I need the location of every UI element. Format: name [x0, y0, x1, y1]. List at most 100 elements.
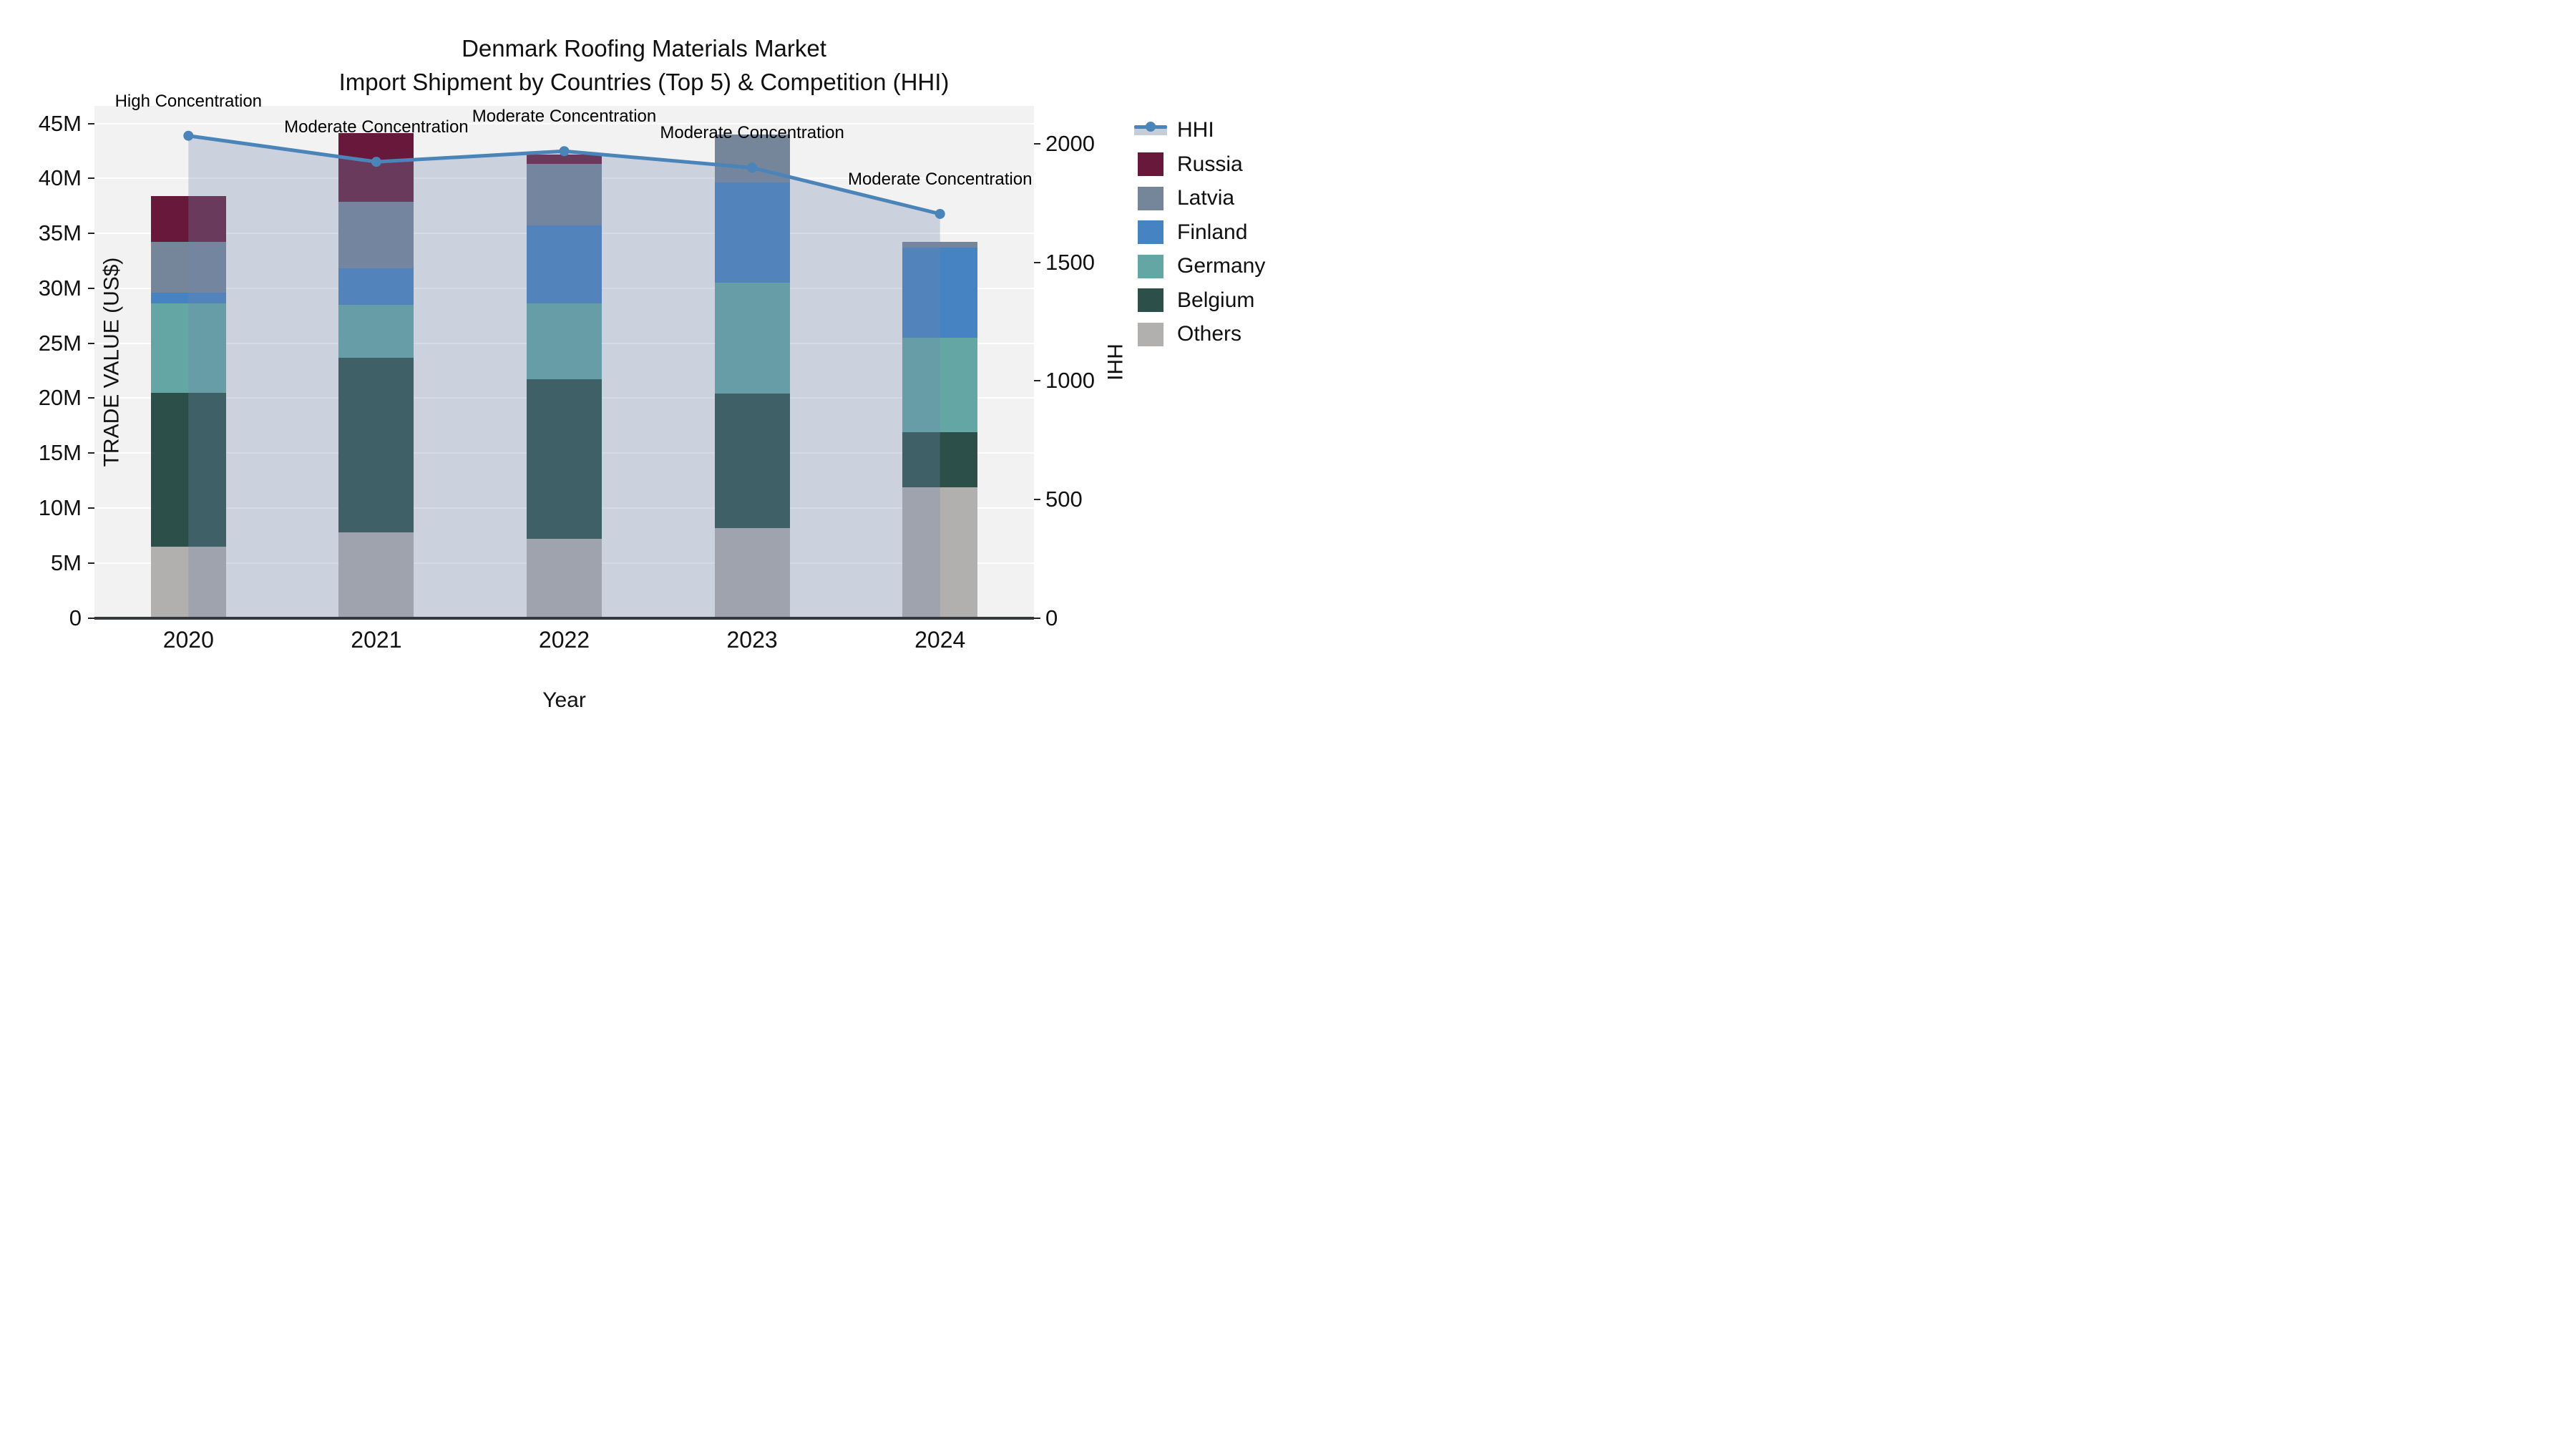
hhi-area-fill: [188, 135, 940, 618]
y2-tickmark-0: [1034, 617, 1040, 619]
bar-segment-latvia-2020[interactable]: [150, 242, 226, 293]
x-axis-title: Year: [542, 688, 586, 712]
legend-swatch-finland: [1138, 220, 1163, 244]
chart-subtitle: Import Shipment by Countries (Top 5) & C…: [338, 69, 950, 95]
annotation-2020: High Concentration: [114, 91, 263, 111]
y-axis-title: TRADE VALUE (US$): [99, 257, 124, 467]
bar-segment-finland-2021[interactable]: [338, 268, 414, 305]
legend-label-germany: Germany: [1177, 254, 1266, 278]
chart-title-block: Denmark Roofing Materials Market Import …: [0, 31, 1288, 99]
y-tickmark-35m: [88, 233, 94, 235]
bar-segment-others-2022[interactable]: [527, 538, 602, 618]
x-tick-label-2021: 2021: [351, 626, 402, 653]
x-axis-line: [94, 616, 1034, 620]
bar-segment-latvia-2021[interactable]: [338, 201, 414, 269]
y2-tick-label-0: 0: [1045, 605, 1058, 630]
legend-label-hhi: HHI: [1177, 118, 1214, 142]
y-tickmark-5m: [88, 562, 94, 564]
annotation-2024: Moderate Concentration: [847, 169, 1033, 189]
hhi-marker-2020[interactable]: [183, 130, 194, 141]
bar-segment-others-2021[interactable]: [338, 532, 414, 618]
y-tick-label-25m: 25M: [38, 330, 82, 356]
y2-axis-title: HHI: [1103, 343, 1126, 381]
bar-segment-latvia-2022[interactable]: [527, 164, 602, 226]
bar-segment-others-2024[interactable]: [902, 487, 978, 618]
bar-segment-others-2020[interactable]: [150, 546, 226, 618]
y-tick-label-30m: 30M: [38, 275, 82, 301]
legend-item-others[interactable]: Others: [1134, 322, 1241, 346]
y-tickmark-30m: [88, 287, 94, 289]
legend-swatch-others: [1138, 322, 1163, 346]
legend-swatch-russia: [1138, 152, 1163, 176]
x-tick-label-2020: 2020: [162, 626, 214, 653]
legend-swatch-germany: [1138, 254, 1163, 278]
y-tick-label-35m: 35M: [38, 220, 82, 246]
y-tickmark-10m: [88, 507, 94, 509]
y-tickmark-40m: [88, 177, 94, 180]
y-tick-label-20m: 20M: [38, 385, 82, 411]
y-tickmark-25m: [88, 342, 94, 344]
bar-segment-russia-2020[interactable]: [150, 195, 226, 243]
legend-label-russia: Russia: [1177, 152, 1243, 176]
hhi-legend-marker: [1146, 121, 1156, 132]
legend-item-germany[interactable]: Germany: [1134, 254, 1265, 278]
x-tick-label-2023: 2023: [726, 626, 778, 653]
annotation-2023: Moderate Concentration: [660, 123, 844, 143]
bar-segment-germany-2021[interactable]: [338, 304, 414, 358]
y-tick-label-5m: 5M: [50, 550, 82, 575]
x-tick-label-2024: 2024: [914, 626, 966, 653]
legend-item-finland[interactable]: Finland: [1134, 220, 1247, 245]
hhi-marker-2022[interactable]: [559, 146, 570, 157]
legend-item-belgium[interactable]: Belgium: [1134, 288, 1254, 313]
hhi-marker-2023[interactable]: [747, 162, 758, 173]
bar-segment-germany-2022[interactable]: [527, 303, 602, 380]
y2-tickmark-2000: [1034, 143, 1040, 145]
bar-segment-germany-2023[interactable]: [714, 283, 790, 394]
bar-segment-latvia-2024[interactable]: [902, 242, 978, 248]
legend-label-others: Others: [1177, 322, 1242, 346]
y-tick-label-15m: 15M: [38, 440, 82, 466]
hhi-marker-2021[interactable]: [371, 157, 381, 167]
hhi-overlay: [183, 130, 945, 618]
bar-segment-others-2023[interactable]: [714, 527, 790, 618]
legend-item-hhi[interactable]: HHI: [1134, 118, 1214, 142]
legend-item-russia[interactable]: Russia: [1134, 152, 1243, 177]
y2-tickmark-1000: [1034, 380, 1040, 382]
bar-segment-belgium-2023[interactable]: [714, 394, 790, 528]
y2-tick-label-1000: 1000: [1045, 368, 1095, 394]
y-tickmark-20m: [88, 397, 94, 399]
bar-segment-finland-2023[interactable]: [714, 182, 790, 283]
y-tick-label-0m: 0: [69, 605, 82, 630]
annotation-2021: Moderate Concentration: [284, 117, 469, 137]
y2-tick-label-1500: 1500: [1045, 249, 1095, 275]
y-tickmark-45m: [88, 122, 94, 125]
x-tick-label-2022: 2022: [538, 626, 590, 653]
y2-tick-label-500: 500: [1045, 486, 1083, 512]
bar-segment-russia-2021[interactable]: [338, 133, 414, 202]
y2-tick-label-2000: 2000: [1045, 131, 1095, 157]
bar-segment-belgium-2024[interactable]: [902, 432, 978, 487]
bar-segment-belgium-2022[interactable]: [527, 379, 602, 539]
y-tick-label-10m: 10M: [38, 494, 82, 520]
y-tick-label-45m: 45M: [38, 110, 82, 136]
bar-segment-belgium-2020[interactable]: [150, 392, 226, 547]
plot-area: [94, 106, 1034, 618]
legend-label-latvia: Latvia: [1177, 186, 1235, 210]
annotation-2022: Moderate Concentration: [472, 107, 657, 127]
bar-segment-russia-2022[interactable]: [527, 154, 602, 165]
hhi-marker-2024[interactable]: [935, 208, 945, 219]
figure: Denmark Roofing Materials Market Import …: [0, 0, 1288, 725]
legend-swatch-belgium: [1138, 288, 1163, 312]
bar-segment-germany-2020[interactable]: [150, 303, 226, 393]
legend-label-belgium: Belgium: [1177, 288, 1255, 312]
y-gridline-45m: [94, 122, 1034, 125]
y-tickmark-15m: [88, 452, 94, 454]
bar-segment-finland-2022[interactable]: [527, 225, 602, 304]
hhi-legend-fill-band: [1134, 127, 1167, 135]
bar-segment-belgium-2021[interactable]: [338, 357, 414, 532]
bar-segment-germany-2024[interactable]: [902, 337, 978, 432]
bar-segment-finland-2024[interactable]: [902, 248, 978, 338]
legend-item-latvia[interactable]: Latvia: [1134, 186, 1234, 210]
bar-segment-finland-2020[interactable]: [150, 293, 226, 304]
legend-swatch-latvia: [1138, 186, 1163, 210]
